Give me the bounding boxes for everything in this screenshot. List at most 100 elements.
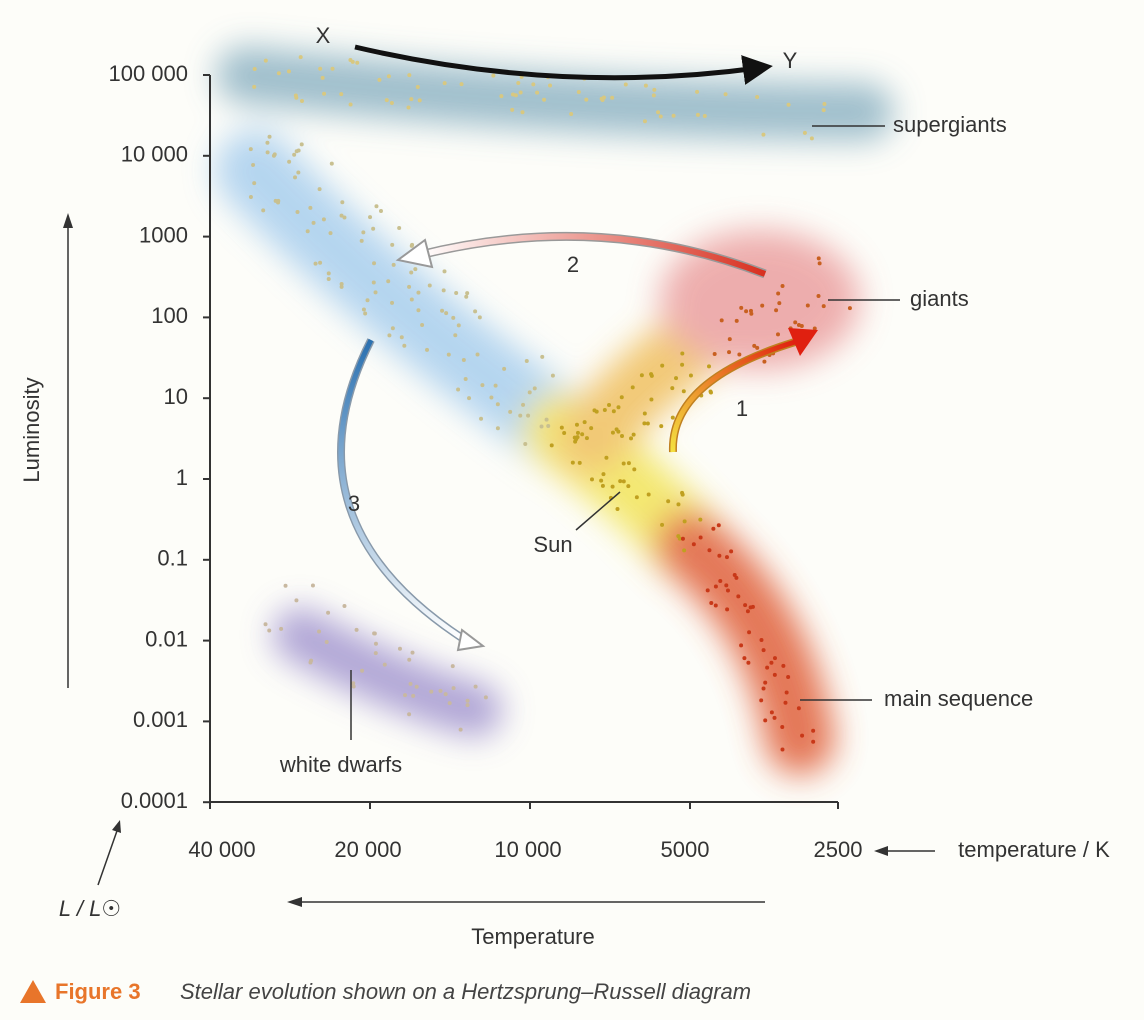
star-dot [546,424,551,429]
star-dot [666,499,671,504]
star-dot [527,390,532,395]
star-dot [698,535,703,540]
star-dot [649,397,654,402]
star-dot [847,306,852,311]
star-dot [442,269,447,274]
star-dot [461,358,466,363]
star-dot [780,724,785,729]
star-dot [680,492,685,497]
star-dot [712,352,717,357]
star-dot [438,688,443,693]
star-dot [407,284,412,289]
star-dot [610,484,615,489]
star-dot [783,700,788,705]
star-dot [294,598,299,603]
star-dot [744,309,749,314]
y-unit: L / L☉ [59,896,121,921]
star-dot [516,81,521,86]
star-dot [465,698,470,703]
star-dot [747,630,752,635]
star-dot [320,75,325,80]
star-dot [308,660,313,665]
star-dot [780,284,785,289]
star-dot [680,351,685,356]
star-dot [549,443,554,448]
star-dot [371,280,376,285]
star-dot [368,215,373,220]
star-dot [610,95,615,100]
arrow-3 [338,338,467,643]
leader [575,491,621,531]
star-dot [317,629,322,634]
arrow-3-head [456,628,486,652]
star-dot [252,181,257,186]
star-dot [629,436,634,441]
star-dot [263,58,268,63]
star-dot [660,522,665,527]
star-dot [695,89,700,94]
star-dot [707,548,712,553]
star-dot [386,279,391,284]
star-dot [632,467,637,472]
star-dot [695,112,700,117]
star-dot [409,97,414,102]
star-dot [308,205,313,210]
star-dot [261,208,266,213]
star-dot [283,583,288,588]
star-dot [589,477,594,482]
star-dot [734,575,739,580]
star-dot [299,142,304,147]
star-dot [652,87,657,92]
star-dot [339,281,344,286]
x-tick-label: 40 000 [188,837,255,862]
star-dot [680,362,685,367]
star-dot [671,113,676,118]
star-dot [582,420,587,425]
star-dot [252,67,257,72]
star-dot [365,298,370,303]
star-dot [572,435,577,440]
y-tick-label: 10 [164,384,188,409]
star-dot [311,220,316,225]
star-dot [615,506,620,511]
star-dot [709,601,714,606]
star-dot [265,140,270,145]
star-dot [821,108,826,113]
star-dot [453,333,458,338]
star-dot [817,261,822,266]
star-dot [702,114,707,119]
y-tick-label: 0.1 [157,546,188,571]
star-dot [456,387,461,392]
star-dot [526,413,531,418]
star-dot [532,386,537,391]
star-dot [459,82,464,87]
star-dot [716,523,721,528]
star-dot [748,605,753,610]
arrow-1-label: 1 [736,396,748,421]
star-dot [409,243,414,248]
star-dot [351,681,356,686]
star-dot [411,693,416,698]
star-dot [252,84,257,89]
star-dot [508,409,513,414]
star-dot [518,90,523,95]
star-dot [414,684,419,689]
star-dot [399,335,404,340]
star-dot [475,352,480,357]
star-dot [348,102,353,107]
star-dot [643,83,648,88]
star-dot [372,631,377,636]
star-dot [755,345,760,350]
star-dot [645,421,650,426]
star-dot [748,308,753,313]
star-dot [746,660,751,665]
star-dot [610,430,615,435]
star-dot [660,363,665,368]
star-dots [248,55,852,752]
star-dot [718,578,723,583]
arrow-xy [354,44,773,85]
arrow-2-label: 2 [567,252,579,277]
star-dot [339,213,344,218]
star-dot [372,261,377,266]
